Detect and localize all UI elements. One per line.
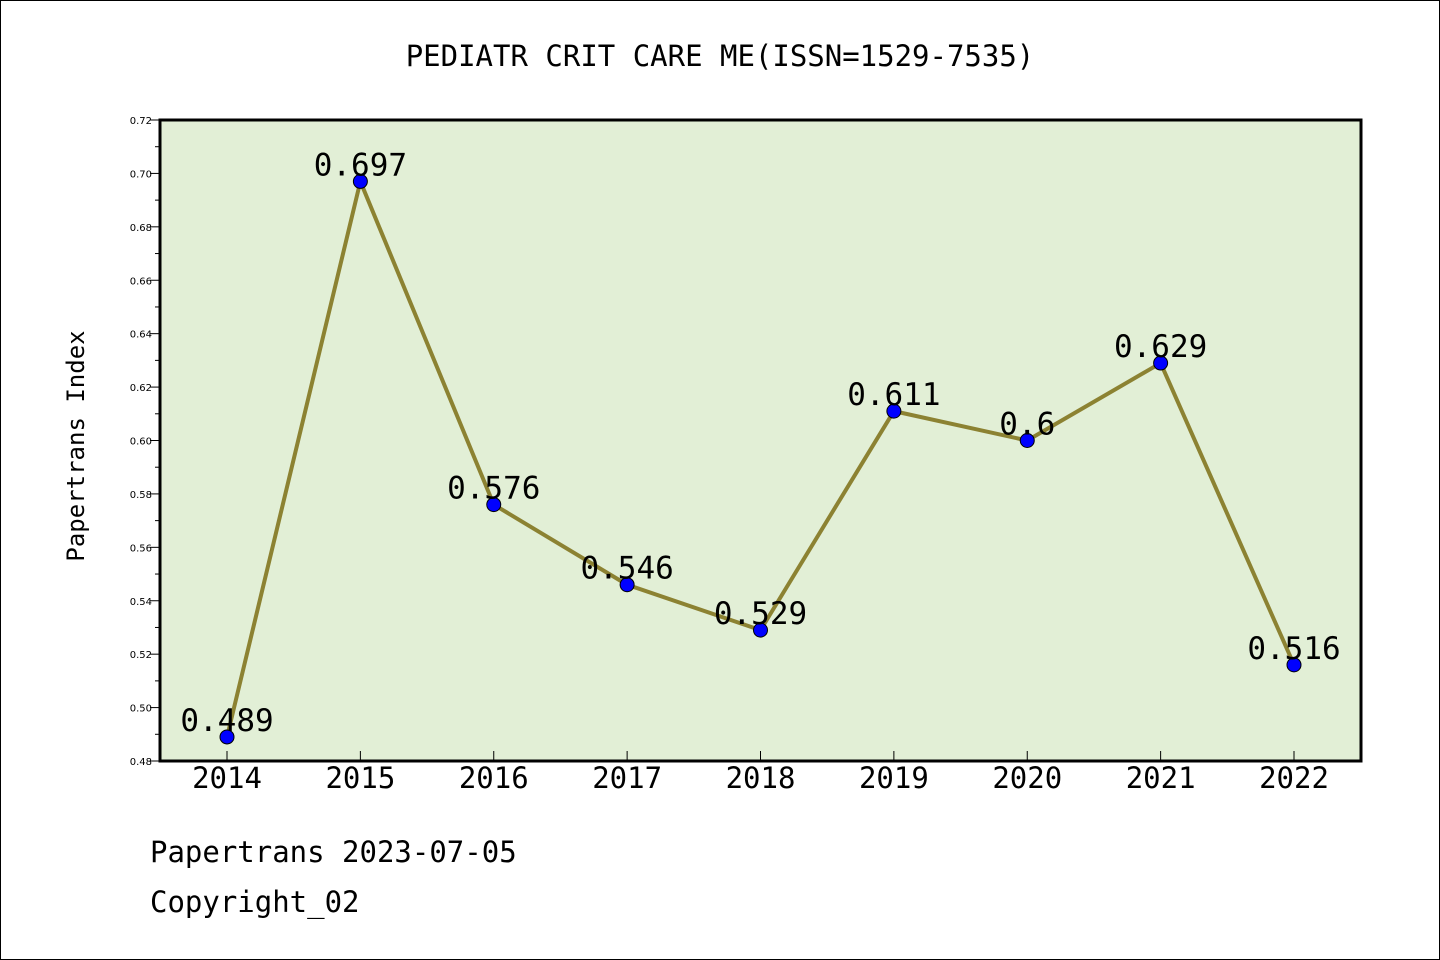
y-tick-label: 0.72 bbox=[130, 116, 152, 127]
x-tick-label: 2016 bbox=[459, 761, 529, 795]
footer-date: Papertrans 2023-07-05 bbox=[150, 835, 517, 869]
data-label: 0.516 bbox=[1247, 631, 1340, 667]
y-axis-label: Papertrans Index bbox=[62, 330, 90, 561]
x-tick-label: 2019 bbox=[859, 761, 929, 795]
x-tick-label: 2020 bbox=[992, 761, 1062, 795]
data-point bbox=[1153, 355, 1169, 371]
data-label: 0.489 bbox=[180, 703, 273, 739]
plot-area bbox=[158, 118, 1363, 763]
data-label: 0.546 bbox=[580, 551, 673, 587]
data-point bbox=[1019, 433, 1035, 448]
data-label: 0.6 bbox=[999, 407, 1055, 443]
footer-copyright: Copyright_02 bbox=[150, 885, 360, 919]
data-point bbox=[1286, 657, 1302, 673]
data-label: 0.629 bbox=[1114, 329, 1207, 365]
data-point bbox=[619, 577, 635, 593]
x-tick-label: 2014 bbox=[192, 761, 262, 795]
y-tick-label: 0.50 bbox=[130, 704, 152, 715]
data-point bbox=[886, 403, 902, 419]
x-tick-label: 2017 bbox=[592, 761, 662, 795]
data-point bbox=[352, 173, 368, 189]
data-point bbox=[219, 729, 235, 745]
y-tick-label: 0.70 bbox=[130, 169, 152, 180]
y-tick-label: 0.52 bbox=[130, 650, 152, 661]
y-tick-label: 0.64 bbox=[130, 330, 152, 341]
y-tick-label: 0.54 bbox=[130, 597, 152, 608]
series-group: 0.489 0.697 0.576 0.546 0.529 0.611 0.6 0.629 0.… bbox=[180, 147, 1341, 745]
y-axis: 0.48 0.50 0.52 0.54 0.56 0.58 0.60 0.62 0.64 0.66… bbox=[130, 116, 160, 768]
y-tick-label: 0.68 bbox=[130, 223, 152, 234]
y-tick-label: 0.48 bbox=[130, 757, 152, 768]
chart-title: PEDIATR CRIT CARE ME(ISSN=1529-7535) bbox=[406, 39, 1035, 73]
x-tick-label: 2021 bbox=[1126, 761, 1196, 795]
data-point bbox=[753, 622, 768, 638]
y-tick-label: 0.60 bbox=[130, 437, 152, 448]
y-tick-label: 0.58 bbox=[130, 490, 152, 501]
x-tick-label: 2015 bbox=[325, 761, 395, 795]
y-tick-label: 0.62 bbox=[130, 383, 152, 394]
y-tick-label: 0.66 bbox=[130, 276, 152, 287]
data-label: 0.529 bbox=[714, 596, 807, 632]
x-axis: 2014 2015 2016 2017 2018 2019 2020 2021 2022 bbox=[192, 751, 1329, 795]
x-tick-label: 2022 bbox=[1259, 761, 1329, 795]
y-tick-label: 0.56 bbox=[130, 543, 152, 554]
data-label: 0.611 bbox=[847, 377, 940, 413]
data-label: 0.697 bbox=[314, 147, 407, 183]
data-label: 0.576 bbox=[447, 471, 540, 507]
data-point bbox=[486, 497, 502, 513]
x-tick-label: 2018 bbox=[726, 761, 796, 795]
